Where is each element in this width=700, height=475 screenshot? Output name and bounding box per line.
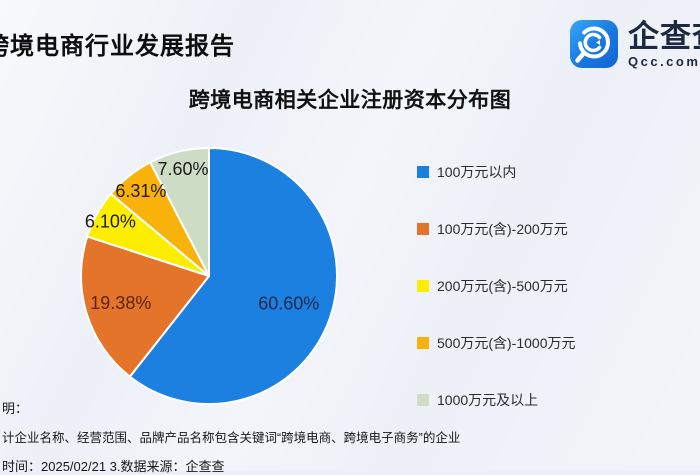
legend-swatch-icon [417, 394, 429, 406]
pie-slice-label-2: 6.10% [85, 212, 136, 232]
legend-item-1: 100万元(含)-200万元 [417, 221, 576, 237]
pie-slice-0 [128, 147, 338, 405]
pie-slice-1 [80, 235, 210, 378]
footnote: 明： 计企业名称、经营范围、品牌产品名称包含关键词“跨境电商、跨境电子商务”的企… [2, 398, 460, 475]
qcc-logo-text: 企查查 Qcc.com [628, 21, 700, 68]
legend-item-3: 500万元(含)-1000万元 [417, 335, 576, 351]
pie-slice-4 [149, 147, 210, 277]
legend-item-0: 100万元以内 [417, 164, 576, 180]
pie-slice-label-3: 6.31% [115, 181, 166, 201]
legend-label: 100万元以内 [437, 164, 517, 180]
legend-label: 1000万元及以上 [437, 392, 539, 408]
legend-label: 500万元(含)-1000万元 [437, 335, 576, 351]
pie-slice-label-4: 7.60% [157, 159, 208, 179]
legend-swatch-icon [417, 223, 429, 235]
legend-swatch-icon [417, 166, 429, 178]
pie-slice-label-0: 60.60% [258, 294, 319, 314]
legend-item-4: 1000万元及以上 [417, 392, 576, 408]
legend-label: 100万元(含)-200万元 [437, 221, 568, 237]
legend-swatch-icon [417, 280, 429, 292]
qcc-logo-domain: Qcc.com [628, 53, 700, 69]
footnote-line-3: 时间：2025/02/21 3.数据来源：企查查 [2, 459, 225, 474]
chart-title: 跨境电商相关企业注册资本分布图 [188, 89, 512, 112]
footnote-line-1: 明： [2, 401, 29, 416]
legend-item-2: 200万元(含)-500万元 [417, 278, 576, 294]
chart-legend: 100万元以内 100万元(含)-200万元 200万元(含)-500万元 500万元… [417, 164, 576, 449]
qcc-logo: 企查查 Qcc.com [570, 20, 700, 68]
footnote-line-2: 计企业名称、经营范围、品牌产品名称包含关键词“跨境电商、跨境电子商务”的企业 [2, 431, 461, 445]
pie-chart: 60.60% 19.38% 6.10% 6.31% 7.60% [59, 126, 359, 426]
pie-slice-label-1: 19.38% [90, 293, 151, 313]
report-title: 跨境电商行业发展报告 [0, 33, 235, 60]
legend-label: 200万元(含)-500万元 [437, 278, 568, 294]
legend-swatch-icon [417, 337, 429, 349]
qcc-logo-name: 企查查 [628, 18, 700, 54]
qcc-magnifier-icon [570, 20, 618, 68]
pie-chart-svg: 60.60% 19.38% 6.10% 6.31%7.60% [80, 147, 338, 405]
